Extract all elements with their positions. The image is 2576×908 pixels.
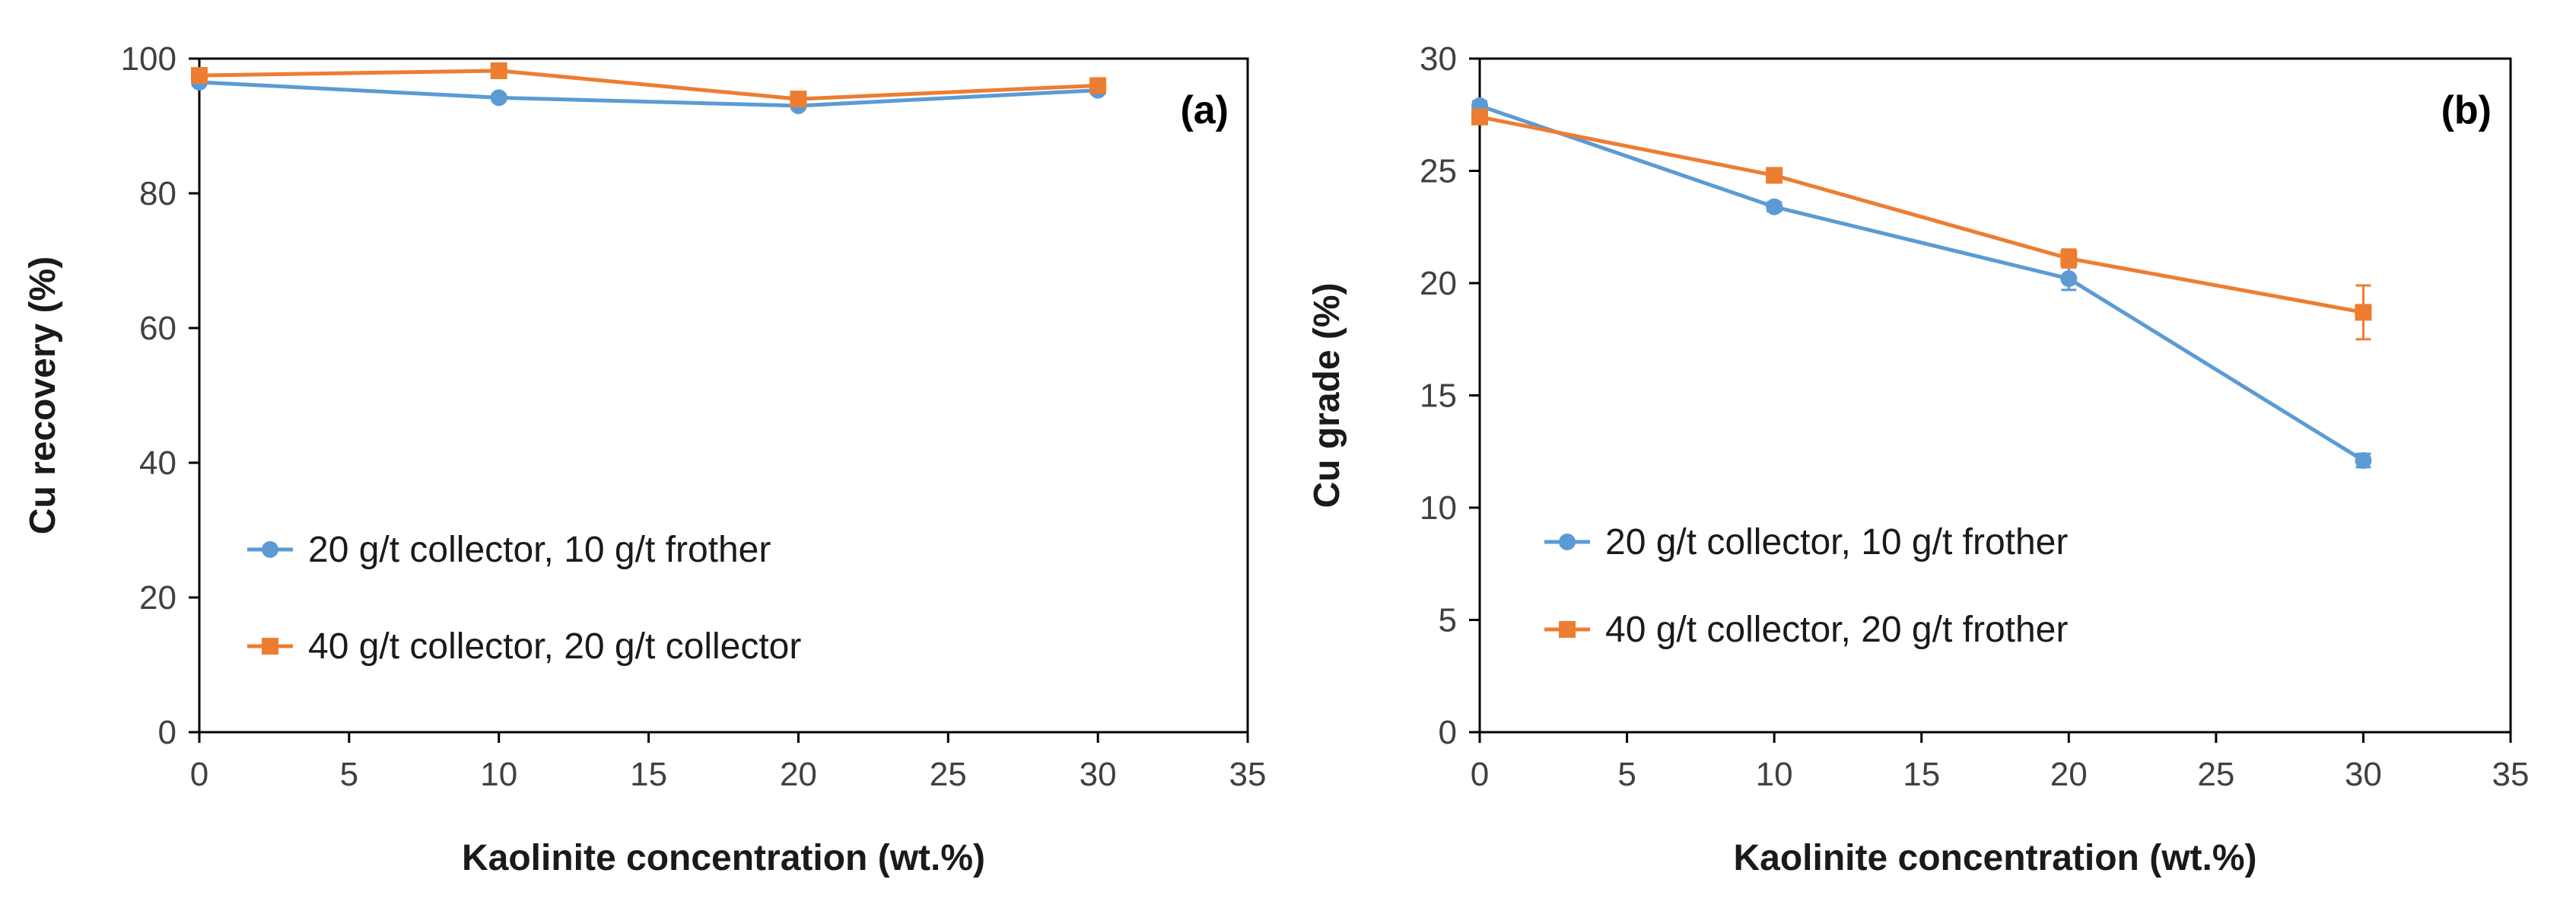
- y-axis-title: Cu grade (%): [1307, 282, 1347, 508]
- x-axis-title: Kaolinite concentration (wt.%): [1733, 838, 2256, 878]
- x-tick-label: 5: [340, 756, 358, 793]
- panel-label: (b): [2441, 88, 2492, 132]
- legend-label: 20 g/t collector, 10 g/t frother: [1605, 522, 2068, 562]
- data-point: [790, 91, 807, 108]
- y-tick-label: 60: [139, 310, 177, 347]
- data-point: [2060, 250, 2078, 267]
- chart-panel-b: 0 5 10 15 20 25 30 35 0 5 10 15 20 25 30 Kaolinite conc…: [1307, 40, 2529, 878]
- x-tick-label: 25: [2197, 756, 2234, 793]
- data-point: [2355, 304, 2372, 321]
- series-blue: [1471, 97, 2372, 470]
- x-tick-label: 35: [2492, 756, 2530, 793]
- data-point: [490, 89, 507, 107]
- x-tick-label: 15: [1903, 756, 1940, 793]
- chart-panel-a: 0 5 10 15 20 25 30 35 0 20 40 60 80 100 Kaolinite conc…: [23, 40, 1266, 878]
- data-point: [2060, 270, 2078, 288]
- x-tick-label: 20: [780, 756, 817, 793]
- y-tick-label: 20: [139, 579, 177, 616]
- y-tick-label: 100: [121, 40, 177, 78]
- series-line: [199, 68, 1099, 101]
- plot-frame: [198, 57, 1249, 734]
- y-tick-label: 0: [158, 714, 177, 751]
- data-point: [191, 67, 208, 84]
- y-tick-label: 30: [1420, 40, 1457, 78]
- y-tick-label: 0: [1439, 714, 1457, 751]
- data-point: [1471, 108, 1488, 126]
- y-tick-label: 25: [1420, 153, 1457, 190]
- legend-entry: 40 g/t collector, 20 g/t frother: [1544, 610, 2068, 650]
- series-orange: [1471, 108, 2372, 341]
- x-tick-label: 30: [1080, 756, 1117, 793]
- y-tick-label: 40: [139, 444, 177, 482]
- y-tick-label: 80: [139, 175, 177, 212]
- series-line: [1479, 115, 2364, 314]
- data-point: [1089, 77, 1107, 94]
- x-tick-label: 25: [930, 756, 967, 793]
- y-tick-label: 20: [1420, 265, 1457, 302]
- data-point: [2355, 452, 2372, 470]
- y-tick-label: 5: [1439, 602, 1457, 639]
- x-tick-label: 35: [1229, 756, 1267, 793]
- x-tick-label: 0: [1471, 756, 1489, 793]
- legend-entry: 20 g/t collector, 10 g/t frother: [247, 530, 771, 570]
- x-tick-label: 0: [190, 756, 208, 793]
- series-blue: [191, 73, 1107, 114]
- x-axis-title: Kaolinite concentration (wt.%): [462, 838, 985, 878]
- legend-entry: 40 g/t collector, 20 g/t collector: [247, 626, 801, 667]
- x-tick-label: 20: [2050, 756, 2088, 793]
- x-tick-label: 5: [1617, 756, 1636, 793]
- y-axis-title: Cu recovery (%): [23, 256, 63, 534]
- series-orange: [191, 62, 1107, 108]
- data-point: [1766, 167, 1783, 184]
- data-point: [490, 62, 507, 79]
- legend-marker: [1559, 534, 1576, 550]
- x-tick-label: 10: [1756, 756, 1793, 793]
- legend-marker: [262, 638, 278, 655]
- panel-label: (a): [1180, 88, 1229, 132]
- legend-label: 40 g/t collector, 20 g/t collector: [308, 626, 801, 667]
- y-tick-label: 15: [1420, 378, 1457, 415]
- series-line: [199, 80, 1099, 108]
- x-tick-label: 30: [2345, 756, 2382, 793]
- x-tick-label: 15: [630, 756, 667, 793]
- legend-marker: [262, 541, 278, 558]
- legend-label: 20 g/t collector, 10 g/t frother: [308, 530, 771, 570]
- legend-entry: 20 g/t collector, 10 g/t frother: [1544, 522, 2068, 562]
- legend-label: 40 g/t collector, 20 g/t frother: [1605, 610, 2068, 650]
- series-line: [1479, 104, 2365, 463]
- data-point: [1766, 198, 1783, 215]
- legend-marker: [1559, 621, 1576, 638]
- y-tick-label: 10: [1420, 489, 1457, 527]
- x-tick-label: 10: [480, 756, 517, 793]
